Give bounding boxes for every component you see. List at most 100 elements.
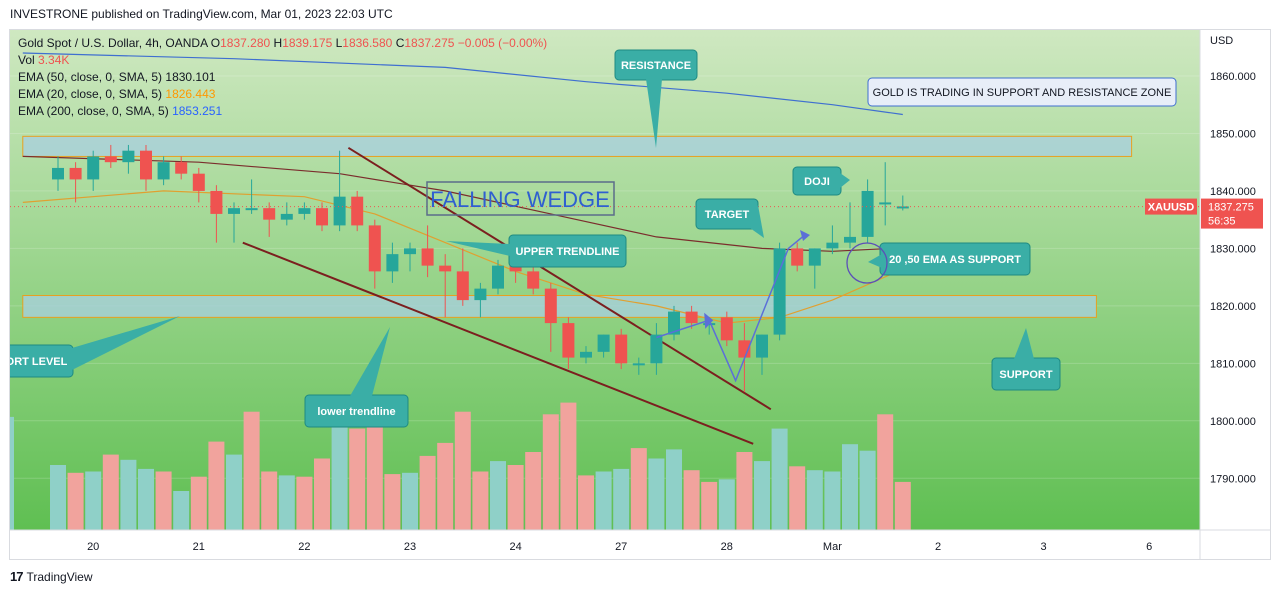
lower-trendline-callout-pointer	[350, 327, 390, 396]
volume-bar	[50, 465, 66, 530]
support-callout: SUPPORT	[991, 328, 1061, 391]
last-price-text: 1837.275	[1208, 202, 1254, 214]
candle-body	[192, 173, 205, 191]
last-price-box	[1201, 198, 1263, 229]
volume-bar	[560, 402, 577, 530]
legend-high: 1839.175	[282, 36, 333, 50]
candle-body	[773, 248, 786, 335]
volume-bar	[366, 426, 383, 530]
ema200-line	[22, 52, 903, 116]
upper-trendline-callout-text: UPPER TRENDLINE	[516, 246, 620, 258]
candle-body	[650, 334, 663, 364]
upper-trendline-callout-pointer	[446, 241, 510, 256]
price-chart[interactable]: RESISTANCE GOLD IS TRADING IN SUPPORT AND…	[10, 30, 1270, 560]
candle-body	[228, 208, 240, 214]
volume-bar	[314, 458, 330, 530]
x-tick-label: 20	[87, 541, 99, 553]
candle-body	[456, 271, 469, 301]
chart-frame	[9, 29, 1271, 560]
legend-ema20-label: EMA (20, close, 0, SMA, 5)	[18, 87, 163, 101]
y-tick-label: 1790.000	[1210, 473, 1256, 485]
volume-bar	[613, 468, 630, 530]
volume-bar	[226, 454, 242, 530]
volume-bar	[701, 481, 718, 530]
legend-ema20: 1826.443	[165, 87, 216, 101]
candle-body	[844, 236, 856, 243]
candle-body	[562, 323, 575, 358]
volume-bar	[789, 466, 806, 530]
volume-bar	[718, 479, 735, 530]
price-axis[interactable]: 1790.000 1800.000 1810.000 1820.000 1830.000…	[10, 30, 1270, 560]
volume-bar	[736, 452, 753, 530]
lower-trendline-callout: lower trendline	[304, 327, 409, 428]
x-tick-label: 3	[1041, 541, 1047, 553]
support-level-callout-pointer	[72, 316, 180, 370]
support-level-callout-text: ORT LEVEL	[10, 356, 68, 368]
volume-bar	[894, 481, 911, 530]
ema-support-callout: 20 ,50 EMA AS SUPPORT	[868, 242, 1031, 276]
legend-ema20-row[interactable]: EMA (20, close, 0, SMA, 5) 1826.443	[18, 86, 547, 103]
legend-volume-row[interactable]: Vol 3.34K	[18, 52, 547, 69]
zone-note-callout-text: GOLD IS TRADING IN SUPPORT AND RESISTANC…	[873, 87, 1172, 99]
tradingview-logo-icon: 17	[10, 569, 24, 584]
volume-bar	[190, 476, 207, 530]
volume-bar	[419, 455, 436, 530]
volume-bar	[120, 459, 137, 530]
y-tick-label: 1860.000	[1210, 71, 1256, 83]
projection-path	[656, 230, 810, 383]
legend-low-label: L	[335, 36, 343, 50]
candle-body	[808, 248, 821, 266]
volume-bar	[138, 468, 154, 530]
candle-body	[685, 311, 698, 324]
candle-body	[175, 162, 188, 174]
ema-support-callout-pointer	[868, 254, 882, 268]
support-callout-text: SUPPORT	[999, 369, 1052, 381]
support-zone	[22, 295, 1097, 318]
currency-label: USD	[1210, 35, 1233, 47]
plot-background	[10, 30, 1200, 530]
falling-wedge-label: FALLING WEDGE	[426, 181, 615, 216]
legend-ema50-row[interactable]: EMA (50, close, 0, SMA, 5) 1830.101	[18, 69, 547, 86]
footer-brand[interactable]: 17 TradingView	[10, 569, 93, 584]
candle-body	[122, 150, 135, 163]
legend-symbol[interactable]: Gold Spot / U.S. Dollar, 4h, OANDA	[18, 36, 208, 50]
support-level-callout: ORT LEVEL	[10, 316, 180, 378]
candle-body	[263, 208, 276, 220]
time-axis[interactable]: 20 21 22 23 24 27 28 Mar 2 3 6	[87, 541, 1152, 553]
legend-ema50-label: EMA (50, close, 0, SMA, 5)	[18, 70, 163, 84]
candle-body	[791, 248, 804, 266]
legend-symbol-row: Gold Spot / U.S. Dollar, 4h, OANDA O1837…	[18, 35, 547, 52]
resistance-callout-pointer	[646, 79, 662, 148]
resistance-callout: RESISTANCE	[614, 49, 698, 148]
last-price-tag: 1837.275 56:35	[1201, 198, 1263, 229]
legend-low: 1836.580	[342, 36, 393, 50]
x-tick-label: 21	[193, 541, 205, 553]
countdown-text: 56:35	[1208, 216, 1236, 228]
legend-close: 1837.275	[404, 36, 455, 50]
volume-bar	[208, 441, 225, 530]
y-tick-label: 1850.000	[1210, 128, 1256, 140]
lower-trendline	[242, 241, 754, 445]
doji-callout-pointer	[840, 173, 850, 188]
doji-callout-text: DOJI	[804, 176, 830, 188]
volume-bar	[525, 452, 542, 530]
legend-close-label: C	[395, 36, 405, 50]
volume-bar	[648, 458, 665, 530]
candle-body	[245, 208, 258, 211]
candle-body	[157, 162, 170, 180]
candle-body	[316, 208, 328, 226]
volume-bar	[155, 471, 172, 530]
resistance-callout-text: RESISTANCE	[621, 60, 691, 72]
target-callout-text: TARGET	[705, 209, 750, 221]
candle-body	[668, 311, 680, 335]
upper-trendline-callout: UPPER TRENDLINE	[446, 234, 627, 268]
candle-body	[52, 167, 64, 180]
volume-bar	[261, 471, 278, 530]
candle-body	[580, 351, 592, 358]
candle-body	[104, 156, 117, 163]
volume-bar	[542, 414, 559, 530]
legend-ema200-row[interactable]: EMA (200, close, 0, SMA, 5) 1853.251	[18, 103, 547, 120]
volume-bar	[842, 444, 858, 530]
candle-body	[421, 248, 434, 266]
volume-bar	[278, 475, 295, 530]
